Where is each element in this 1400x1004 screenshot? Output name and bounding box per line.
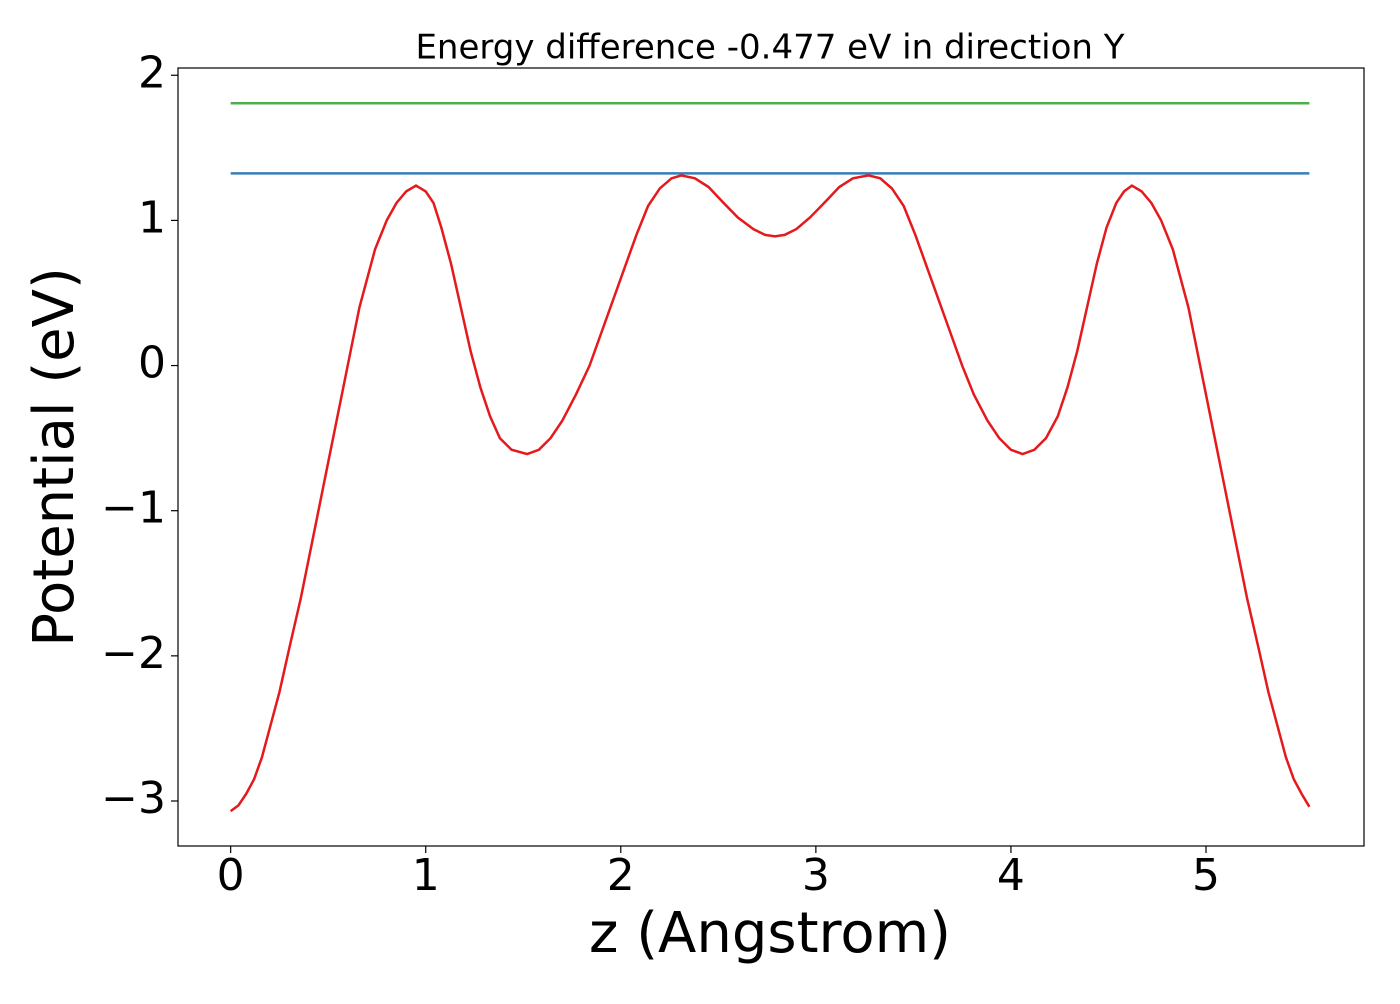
y-tick-label: −1: [101, 483, 166, 534]
chart-title: Energy difference -0.477 eV in direction…: [415, 28, 1124, 68]
x-axis-label: z (Angstrom): [589, 901, 951, 966]
x-tick-label: 2: [607, 850, 635, 901]
y-tick-label: 1: [138, 192, 166, 243]
y-axis-label: Potential (eV): [22, 267, 87, 647]
x-tick-label: 3: [802, 850, 830, 901]
x-tick-label: 4: [997, 850, 1025, 901]
line: [229, 174, 1311, 813]
y-tick-label: −3: [101, 773, 166, 824]
y-tick-label: 2: [138, 47, 166, 98]
y-tick-label: −2: [101, 628, 166, 679]
plot-area: [177, 67, 1365, 847]
x-tick-label: 1: [412, 850, 440, 901]
x-tick-label: 5: [1192, 850, 1220, 901]
y-tick-label: 0: [138, 338, 166, 389]
x-tick-label: 0: [217, 850, 245, 901]
